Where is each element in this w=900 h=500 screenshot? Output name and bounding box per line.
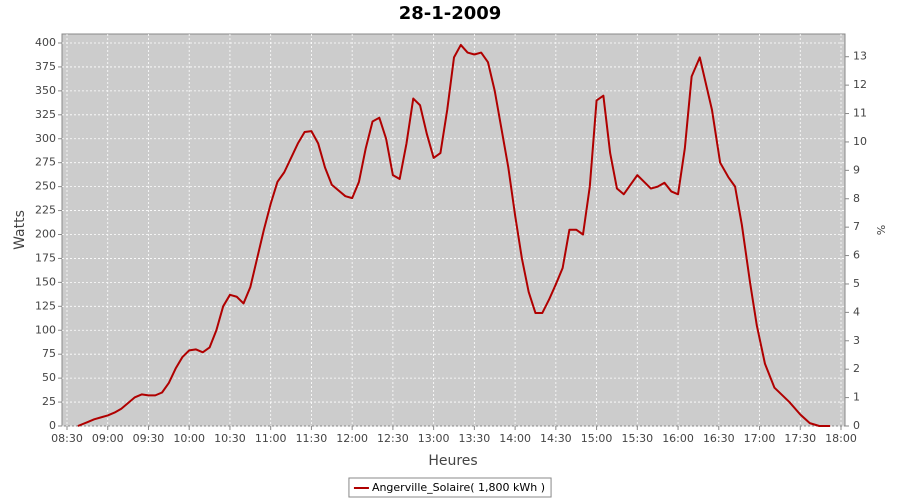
- y2-tick-label: 9: [853, 163, 860, 176]
- x-axis-label: Heures: [428, 453, 477, 469]
- y-tick-label: 300: [35, 132, 56, 145]
- x-tick-label: 11:30: [296, 432, 328, 445]
- y-tick-label: 275: [35, 156, 56, 169]
- y2-tick-label: 3: [853, 334, 860, 347]
- x-tick-label: 12:30: [377, 432, 409, 445]
- x-tick-label: 16:00: [662, 432, 694, 445]
- y2-tick-label: 13: [853, 50, 867, 63]
- y2-tick-label: 4: [853, 305, 860, 318]
- x-tick-label: 18:00: [825, 432, 857, 445]
- x-tick-label: 13:30: [459, 432, 491, 445]
- y2-tick-label: 0: [853, 419, 860, 432]
- y2-tick-label: 5: [853, 277, 860, 290]
- x-tick-label: 12:00: [336, 432, 368, 445]
- y2-axis-label: %: [875, 225, 888, 235]
- y2-tick-label: 2: [853, 362, 860, 375]
- y2-tick-label: 10: [853, 135, 867, 148]
- plot-area: [61, 33, 846, 427]
- y2-tick-label: 12: [853, 78, 867, 91]
- x-tick-label: 09:00: [92, 432, 124, 445]
- x-tick-label: 10:00: [173, 432, 205, 445]
- x-tick-label: 08:30: [51, 432, 83, 445]
- y-tick-label: 50: [42, 371, 56, 384]
- y-tick-label: 0: [49, 419, 56, 432]
- y-axis-label: Watts: [12, 210, 28, 250]
- x-tick-label: 14:00: [499, 432, 531, 445]
- x-tick-label: 17:00: [744, 432, 776, 445]
- x-tick-label: 13:00: [418, 432, 450, 445]
- legend-box: [348, 477, 552, 498]
- y-tick-label: 125: [35, 299, 56, 312]
- y2-tick-label: 6: [853, 249, 860, 262]
- y2-tick-label: 8: [853, 192, 860, 205]
- y-tick-label: 400: [35, 36, 56, 49]
- y2-tick-label: 1: [853, 391, 860, 404]
- y-tick-label: 25: [42, 395, 56, 408]
- y-tick-label: 200: [35, 228, 56, 241]
- x-tick-label: 14:30: [540, 432, 572, 445]
- y-tick-label: 350: [35, 84, 56, 97]
- y-tick-label: 75: [42, 347, 56, 360]
- x-tick-label: 15:30: [621, 432, 653, 445]
- y-tick-label: 225: [35, 204, 56, 217]
- y2-tick-label: 7: [853, 220, 860, 233]
- y-tick-label: 175: [35, 251, 56, 264]
- x-tick-label: 09:30: [133, 432, 165, 445]
- x-tick-label: 10:30: [214, 432, 246, 445]
- chart-title: 28-1-2009: [399, 3, 502, 24]
- y-tick-label: 375: [35, 60, 56, 73]
- x-tick-label: 15:00: [581, 432, 613, 445]
- data-line: [77, 43, 831, 427]
- y-tick-label: 250: [35, 180, 56, 193]
- legend-label: Angerville_Solaire( 1,800 kWh ): [372, 481, 545, 494]
- x-tick-label: 17:30: [784, 432, 816, 445]
- y-tick-label: 100: [35, 323, 56, 336]
- x-tick-label: 16:30: [703, 432, 735, 445]
- y-tick-label: 150: [35, 275, 56, 288]
- y-tick-label: 325: [35, 108, 56, 121]
- y2-tick-label: 11: [853, 107, 867, 120]
- x-tick-label: 11:00: [255, 432, 287, 445]
